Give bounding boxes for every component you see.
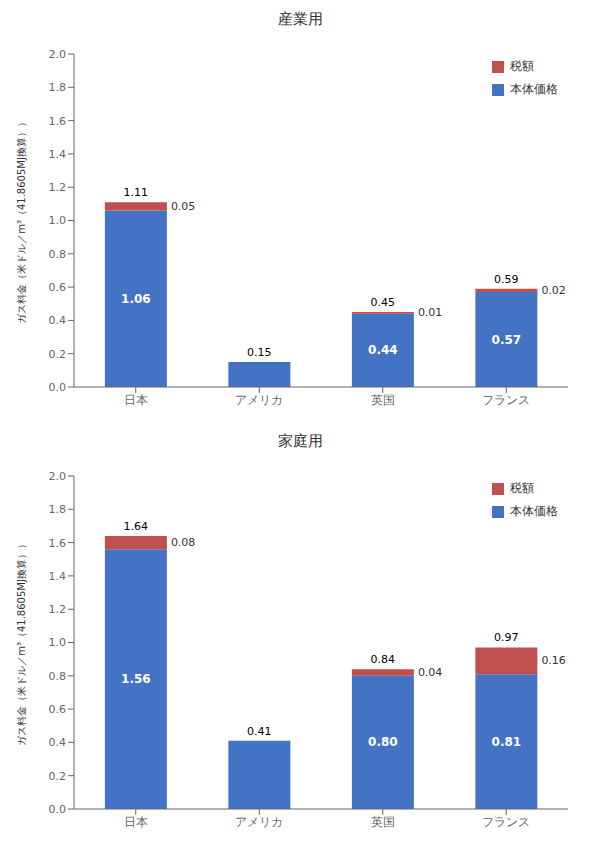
svg-text:1.2: 1.2	[49, 181, 67, 194]
svg-text:0.01: 0.01	[418, 306, 443, 319]
svg-text:0.2: 0.2	[49, 770, 67, 783]
html-text:税額: 税額	[510, 59, 534, 73]
svg-text:0.0: 0.0	[49, 381, 67, 394]
svg-text:ガス料金（米ドル／m³（41.8605MJ換算））: ガス料金（米ドル／m³（41.8605MJ換算））	[16, 539, 27, 746]
svg-text:フランス: フランス	[482, 393, 530, 407]
html-text:家庭用: 家庭用	[277, 432, 323, 450]
svg-text:0.8: 0.8	[49, 670, 67, 683]
svg-text:0.41: 0.41	[247, 725, 272, 738]
svg-text:0.16: 0.16	[541, 654, 566, 667]
svg-text:0.15: 0.15	[247, 346, 272, 359]
svg-text:0.59: 0.59	[494, 273, 519, 286]
svg-text:英国: 英国	[371, 815, 395, 829]
svg-text:1.2: 1.2	[49, 603, 67, 616]
svg-text:アメリカ: アメリカ	[235, 815, 283, 829]
svg-text:1.8: 1.8	[49, 81, 67, 94]
svg-text:0.97: 0.97	[494, 631, 519, 644]
svg-text:0.57: 0.57	[492, 333, 522, 347]
svg-text:0.8: 0.8	[49, 248, 67, 261]
svg-text:1.6: 1.6	[49, 537, 67, 550]
svg-text:0.4: 0.4	[49, 736, 67, 749]
svg-text:1.56: 1.56	[121, 672, 151, 686]
svg-text:日本: 日本	[124, 393, 148, 407]
svg-text:0.45: 0.45	[371, 296, 396, 309]
svg-text:0.80: 0.80	[368, 735, 398, 749]
svg-text:0.08: 0.08	[171, 536, 196, 549]
svg-text:アメリカ: アメリカ	[235, 393, 283, 407]
svg-text:1.11: 1.11	[124, 186, 149, 199]
svg-text:0.02: 0.02	[541, 284, 566, 297]
svg-text:0.6: 0.6	[49, 281, 67, 294]
svg-text:1.0: 1.0	[49, 636, 67, 649]
svg-text:0.81: 0.81	[492, 735, 522, 749]
svg-text:1.6: 1.6	[49, 115, 67, 128]
svg-text:英国: 英国	[371, 393, 395, 407]
svg-text:1.06: 1.06	[121, 292, 151, 306]
html-text:本体価格: 本体価格	[510, 82, 558, 96]
svg-text:0.05: 0.05	[171, 200, 196, 213]
svg-text:1.8: 1.8	[49, 503, 67, 516]
svg-text:2.0: 2.0	[49, 470, 67, 483]
svg-text:0.84: 0.84	[371, 653, 396, 666]
svg-text:1.0: 1.0	[49, 214, 67, 227]
svg-text:0.04: 0.04	[418, 666, 443, 679]
svg-text:0.0: 0.0	[49, 803, 67, 816]
svg-text:1.4: 1.4	[49, 148, 67, 161]
html-text:税額: 税額	[510, 481, 534, 495]
svg-text:2.0: 2.0	[49, 48, 67, 61]
svg-text:0.6: 0.6	[49, 703, 67, 716]
svg-text:0.2: 0.2	[49, 348, 67, 361]
svg-text:1.64: 1.64	[124, 520, 149, 533]
svg-text:日本: 日本	[124, 815, 148, 829]
svg-text:0.4: 0.4	[49, 314, 67, 327]
svg-text:1.4: 1.4	[49, 570, 67, 583]
svg-text:フランス: フランス	[482, 815, 530, 829]
svg-text:0.44: 0.44	[368, 343, 398, 357]
html-text:産業用: 産業用	[277, 10, 323, 28]
svg-text:ガス料金（米ドル／m³（41.8605MJ換算））: ガス料金（米ドル／m³（41.8605MJ換算））	[16, 117, 27, 324]
html-text:本体価格: 本体価格	[510, 504, 558, 518]
